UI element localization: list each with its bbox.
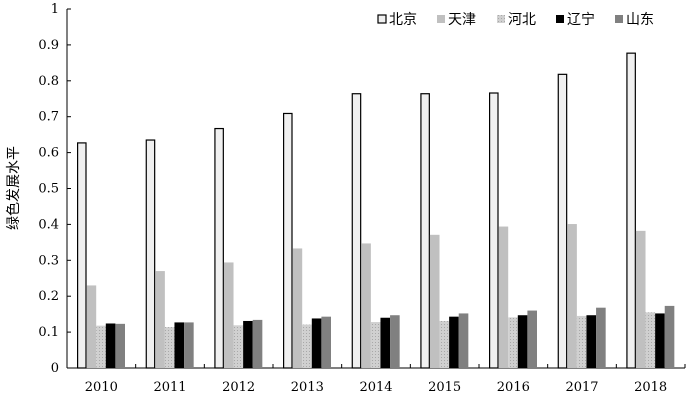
bar-天津-2010 [86, 285, 97, 368]
bar-河北-2016 [508, 317, 518, 368]
bar-山东-2016 [527, 310, 537, 368]
legend-item: 天津 [437, 12, 476, 28]
y-tick-label: 0.8 [38, 74, 59, 89]
y-tick-label: 0.7 [38, 110, 59, 125]
bar-辽宁-2014 [380, 317, 391, 368]
bar-山东-2013 [321, 316, 331, 368]
bar-河北-2017 [576, 315, 587, 368]
legend-swatch [437, 15, 445, 23]
y-tick-label: 0.9 [38, 38, 59, 53]
x-tick-label: 2010 [85, 380, 118, 395]
bar-山东-2011 [184, 322, 194, 368]
legend-swatch [556, 15, 564, 23]
x-tick-label: 2018 [634, 380, 667, 395]
y-tick-label: 0.1 [38, 325, 59, 340]
legend-item: 辽宁 [556, 11, 595, 28]
bar-天津-2013 [292, 248, 303, 368]
legend-item: 河北 [497, 12, 536, 28]
bar-河北-2010 [96, 325, 106, 368]
legend-swatch [615, 15, 623, 23]
bar-河北-2012 [233, 325, 244, 368]
bar-北京-2017 [557, 73, 568, 369]
bar-河北-2011 [164, 327, 175, 368]
bar-辽宁-2018 [655, 313, 665, 368]
axes: 0 0.1 0.2 0.3 0.4 0.5 0.6 0.7 0.8 0.9 1 2010 2011 201… [38, 2, 686, 395]
bar-天津-2018 [635, 230, 646, 368]
bars [76, 52, 675, 369]
legend-item: 北京 [377, 12, 417, 28]
bar-山东-2010 [115, 323, 125, 368]
bar-天津-2014 [361, 243, 371, 368]
legend-swatch [377, 14, 387, 24]
bar-河北-2018 [645, 312, 656, 368]
bar-辽宁-2015 [449, 316, 459, 368]
bar-北京-2012 [214, 127, 224, 369]
bar-北京-2014 [351, 93, 362, 369]
legend-swatch [497, 15, 505, 23]
bar-山东-2014 [390, 315, 400, 368]
bar-山东-2017 [596, 307, 606, 368]
bar-河北-2013 [302, 324, 312, 368]
legend-label: 河北 [508, 12, 536, 28]
bar-辽宁-2017 [586, 315, 597, 368]
y-tick-label: 0.3 [38, 253, 59, 268]
bar-北京-2013 [283, 112, 293, 369]
y-tick-label: 0.5 [38, 182, 59, 197]
legend-label: 辽宁 [567, 11, 595, 28]
bar-天津-2016 [498, 226, 509, 368]
legend-item: 山东 [615, 12, 654, 28]
bar-辽宁-2013 [311, 318, 322, 368]
bar-天津-2011 [155, 271, 165, 368]
x-tick-label: 2017 [565, 380, 598, 395]
x-tick-label: 2011 [153, 380, 186, 395]
bar-北京-2010 [76, 142, 87, 369]
bar-辽宁-2012 [243, 320, 253, 368]
bar-北京-2015 [420, 93, 430, 369]
x-tick-label: 2015 [428, 380, 461, 395]
bar-天津-2015 [429, 234, 440, 368]
legend-label: 天津 [448, 12, 476, 28]
legend-label: 北京 [389, 12, 417, 28]
y-tick-label: 1 [51, 2, 59, 17]
bar-北京-2011 [145, 139, 156, 369]
bar-河北-2015 [439, 320, 450, 368]
bar-山东-2015 [458, 313, 469, 368]
bar-辽宁-2016 [517, 315, 528, 368]
bar-天津-2017 [567, 224, 577, 368]
y-axis-label: 绿色发展水平 [5, 146, 22, 230]
y-tick-label: 0 [51, 361, 59, 376]
x-tick-label: 2013 [291, 380, 324, 395]
bar-天津-2012 [223, 262, 234, 368]
bar-北京-2018 [626, 52, 636, 369]
x-tick-label: 2016 [497, 380, 530, 395]
bar-河北-2014 [370, 322, 381, 368]
y-tick-label: 0.2 [38, 289, 59, 304]
bar-北京-2016 [489, 92, 499, 369]
y-tick-label: 0.6 [38, 146, 59, 161]
legend: 北京 天津 河北 辽宁 山东 [377, 11, 654, 28]
legend-label: 山东 [626, 12, 654, 28]
bar-辽宁-2010 [105, 323, 116, 368]
bar-山东-2018 [664, 305, 675, 368]
x-tick-label: 2012 [222, 380, 255, 395]
x-tick-label: 2014 [359, 380, 392, 395]
bar-辽宁-2011 [174, 322, 185, 368]
y-tick-label: 0.4 [38, 217, 59, 232]
bar-山东-2012 [252, 319, 263, 368]
